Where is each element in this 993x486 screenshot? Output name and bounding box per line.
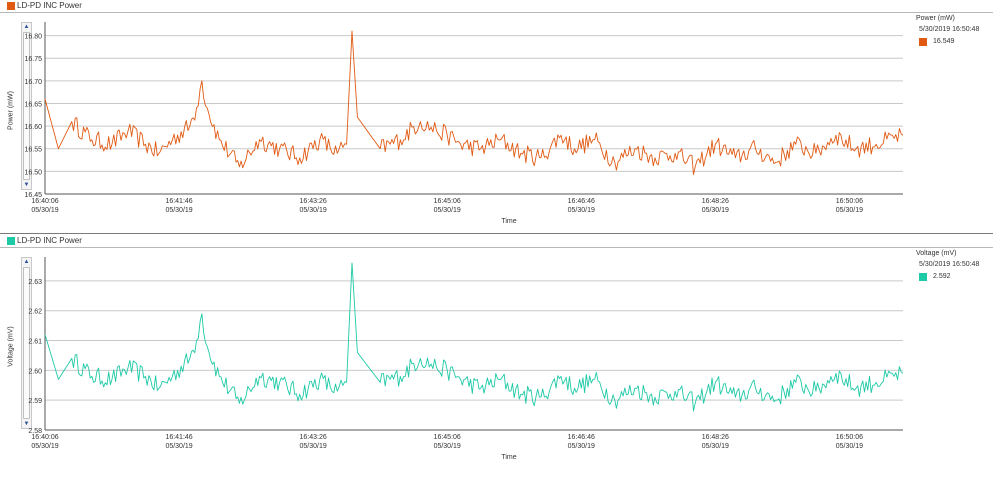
x-tick-label-date: 05/30/19 — [300, 443, 327, 450]
series-color-swatch — [7, 2, 15, 10]
legend-color-swatch — [919, 273, 927, 281]
x-tick-label-date: 05/30/19 — [568, 443, 595, 450]
x-tick-label-date: 05/30/19 — [702, 207, 729, 214]
x-tick-label-date: 05/30/19 — [300, 207, 327, 214]
panel-title: LD-PD INC Power — [17, 236, 82, 245]
x-tick-label-time: 16:48:26 — [702, 198, 729, 205]
y-tick-label: 16.50 — [24, 169, 42, 176]
y-tick-label: 16.65 — [24, 101, 42, 108]
scroll-up-arrow-icon[interactable]: ▲ — [23, 259, 30, 265]
x-tick-label-date: 05/30/19 — [165, 207, 192, 214]
x-tick-label-date: 05/30/19 — [31, 207, 58, 214]
x-tick-label-time: 16:50:06 — [836, 198, 863, 205]
x-tick-label-time: 16:43:26 — [300, 198, 327, 205]
y-tick-label: 2.60 — [28, 368, 42, 375]
x-tick-label-time: 16:41:46 — [165, 198, 192, 205]
chart-legend: Voltage (mV) 5/30/2019 16:50:48 2.592 — [916, 250, 979, 281]
y-zoom-scrollbar[interactable]: ▲ ▼ — [21, 22, 32, 190]
y-tick-label: 2.63 — [28, 279, 42, 286]
x-tick-label-date: 05/30/19 — [836, 207, 863, 214]
scroll-down-arrow-icon[interactable]: ▼ — [23, 182, 30, 188]
scroll-up-arrow-icon[interactable]: ▲ — [23, 24, 30, 30]
y-tick-label: 16.70 — [24, 79, 42, 86]
x-tick-label-time: 16:41:46 — [165, 434, 192, 441]
x-tick-label-time: 16:48:26 — [702, 434, 729, 441]
x-tick-label-date: 05/30/19 — [165, 443, 192, 450]
panel-divider — [0, 233, 993, 234]
voltage-chart-panel: LD-PD INC Power ▲ ▼ Voltage (mV) 2.58 2.5… — [0, 235, 993, 486]
x-tick-label-date: 05/30/19 — [702, 443, 729, 450]
chart-legend: Power (mW) 5/30/2019 16:50:48 16.549 — [916, 15, 979, 46]
scroll-down-arrow-icon[interactable]: ▼ — [23, 421, 30, 427]
x-tick-label-time: 16:50:06 — [836, 434, 863, 441]
y-tick-label: 16.55 — [24, 147, 42, 154]
y-tick-label: 2.58 — [28, 428, 42, 435]
x-tick-label-date: 05/30/19 — [836, 443, 863, 450]
x-tick-label-time: 16:46:46 — [568, 434, 595, 441]
y-tick-label: 16.75 — [24, 56, 42, 63]
x-tick-label-date: 05/30/19 — [434, 207, 461, 214]
legend-current-value: 16.549 — [933, 38, 955, 45]
legend-color-swatch — [919, 38, 927, 46]
x-tick-label-time: 16:45:06 — [434, 198, 461, 205]
y-tick-label: 2.59 — [28, 398, 42, 405]
x-tick-label-time: 16:43:26 — [300, 434, 327, 441]
series-color-swatch — [7, 237, 15, 245]
y-tick-label: 2.62 — [28, 309, 42, 316]
legend-timestamp: 5/30/2019 16:50:48 — [919, 261, 980, 268]
y-zoom-scrollbar[interactable]: ▲ ▼ — [21, 257, 32, 429]
scrollbar-thumb[interactable] — [23, 267, 30, 419]
x-tick-label-time: 16:46:46 — [568, 198, 595, 205]
y-tick-label: 16.45 — [24, 192, 42, 199]
x-axis-label: Time — [501, 454, 516, 461]
x-tick-label-date: 05/30/19 — [31, 443, 58, 450]
y-tick-label: 2.61 — [28, 339, 42, 346]
legend-timestamp: 5/30/2019 16:50:48 — [919, 26, 980, 33]
scrollbar-thumb[interactable] — [23, 32, 30, 180]
x-tick-label-time: 16:40:06 — [31, 434, 58, 441]
panel-header: LD-PD INC Power — [0, 0, 993, 13]
voltage-line-chart[interactable]: 2.58 2.59 2.60 2.61 2.62 2.63 16:40:06 05/30/19… — [0, 235, 993, 486]
legend-current-value: 2.592 — [933, 273, 951, 280]
series-line — [44, 30, 904, 175]
power-chart-panel: LD-PD INC Power ▲ ▼ Power (mW) 16.45 16.5… — [0, 0, 993, 232]
x-axis-label: Time — [501, 218, 516, 225]
x-tick-label-time: 16:40:06 — [31, 198, 58, 205]
legend-title: Voltage (mV) — [916, 250, 957, 257]
panel-title: LD-PD INC Power — [17, 1, 82, 10]
y-tick-label: 16.80 — [24, 34, 42, 41]
panel-header: LD-PD INC Power — [0, 235, 993, 248]
power-line-chart[interactable]: 16.45 16.50 16.55 16.60 16.65 16.70 16.75 16.80… — [0, 0, 993, 232]
x-tick-label-date: 05/30/19 — [434, 443, 461, 450]
x-tick-label-date: 05/30/19 — [568, 207, 595, 214]
y-tick-label: 16.60 — [24, 124, 42, 131]
series-line — [44, 262, 904, 412]
x-tick-label-time: 16:45:06 — [434, 434, 461, 441]
legend-title: Power (mW) — [916, 15, 955, 22]
